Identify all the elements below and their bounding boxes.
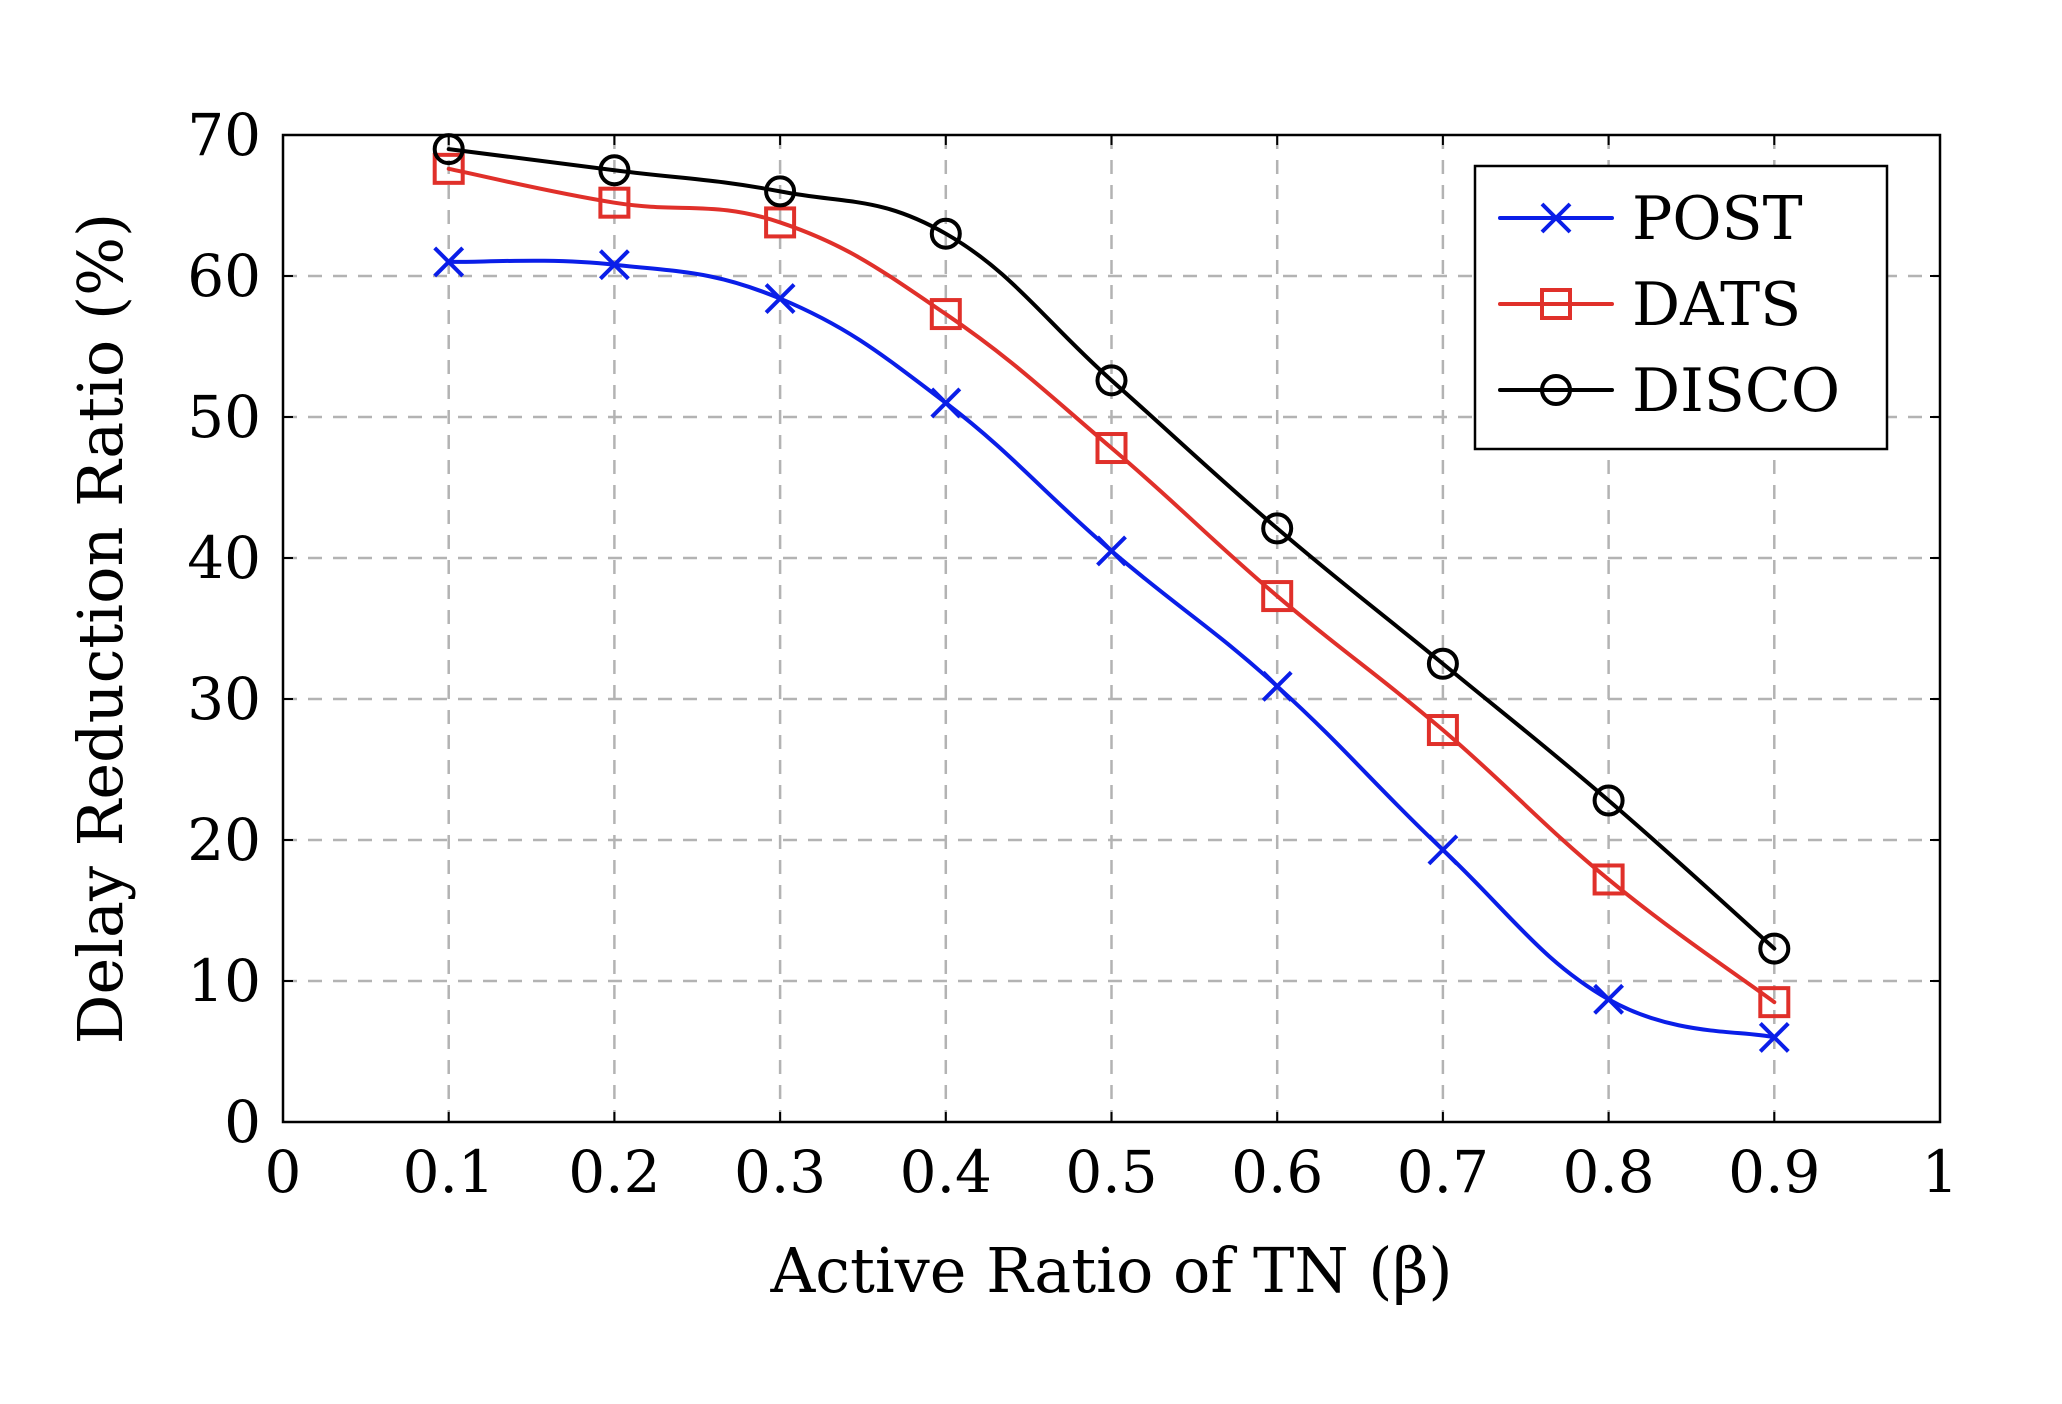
x-tick-label: 0.9: [1728, 1138, 1820, 1206]
legend-marker-disco: [1540, 374, 1572, 406]
data-point-post-stroke: [1593, 983, 1625, 1015]
data-point-post: [764, 283, 796, 314]
series-dats: [432, 152, 1791, 1019]
data-point-dats: [1261, 580, 1294, 613]
data-point-post: [1758, 1021, 1790, 1053]
data-point-disco: [1095, 364, 1128, 397]
data-point-disco: [1592, 784, 1625, 817]
data-point-post: [1096, 535, 1127, 567]
y-tick-label: 30: [187, 665, 261, 733]
legend-entry-post: POST: [1498, 184, 1803, 254]
data-point-post: [433, 246, 465, 278]
data-point-post-stroke: [1427, 834, 1459, 866]
data-point-dats: [1095, 432, 1128, 465]
data-point-post-stroke: [1758, 1021, 1790, 1053]
legend-marker-post: [1540, 202, 1572, 234]
series-group: [432, 133, 1791, 1053]
data-point-post: [1427, 834, 1459, 866]
legend: POST DATS DISCO: [1473, 164, 1889, 451]
x-axis-title: Active Ratio of TN (β): [769, 1234, 1452, 1307]
x-tick-label: 0: [265, 1138, 302, 1206]
data-point-post-stroke: [433, 246, 465, 278]
series-disco: [432, 133, 1791, 965]
data-point-post-stroke: [1261, 670, 1293, 702]
legend-label-disco: DISCO: [1632, 356, 1840, 426]
legend-entry-dats: DATS: [1498, 270, 1801, 340]
data-point-dats: [598, 186, 631, 219]
data-point-dats: [1592, 863, 1625, 896]
legend-entry-disco: DISCO: [1498, 356, 1840, 426]
data-point-post-stroke: [764, 283, 796, 314]
y-tick-label: 0: [224, 1088, 261, 1156]
data-point-dats: [929, 298, 962, 331]
data-point-post: [1593, 983, 1625, 1015]
data-point-dats: [1426, 714, 1459, 747]
data-point-post-stroke: [1096, 535, 1127, 567]
series-line-dats: [446, 166, 1777, 1005]
x-tick-label: 0.1: [403, 1138, 495, 1206]
data-point-disco: [598, 154, 631, 187]
y-tick-label: 40: [187, 524, 261, 592]
legend-marker-dats: [1540, 288, 1572, 320]
data-point-post: [1261, 670, 1293, 702]
grid: [283, 135, 1940, 1122]
data-point-disco: [764, 175, 797, 208]
series-line-disco: [446, 147, 1777, 951]
data-point-disco: [929, 217, 962, 250]
data-point-disco: [1261, 512, 1294, 545]
legend-label-post: POST: [1632, 184, 1803, 254]
x-tick-label: 0.5: [1065, 1138, 1157, 1206]
data-point-disco: [1426, 647, 1459, 680]
x-tick-label: 0.4: [900, 1138, 992, 1206]
x-tick-label: 0.8: [1562, 1138, 1654, 1206]
data-point-post: [598, 249, 630, 281]
legend-marker-post-stroke: [1540, 202, 1572, 234]
ticks: 0 0.1 0.2 0.3 0.4 0.5 0.6 0.7 0.8 0.9 101020304050…: [187, 101, 1958, 1206]
data-point-post: [930, 387, 962, 419]
data-point-post-stroke: [930, 387, 962, 419]
y-tick-label: 20: [187, 806, 261, 874]
y-tick-label: 70: [187, 101, 261, 169]
series-post: [433, 246, 1790, 1053]
y-tick-label: 10: [187, 947, 261, 1015]
data-point-post-stroke: [598, 249, 630, 281]
y-tick-label: 60: [187, 242, 261, 310]
legend-label-dats: DATS: [1632, 270, 1801, 340]
data-point-dats: [1758, 986, 1791, 1019]
y-axis-title: Delay Reduction Ratio (%): [64, 213, 137, 1045]
x-tick-label: 0.3: [734, 1138, 826, 1206]
data-point-disco: [1758, 932, 1791, 965]
y-tick-label: 50: [187, 383, 261, 451]
data-point-dats: [764, 206, 797, 239]
data-point-dats: [432, 152, 465, 185]
x-tick-label: 1: [1922, 1138, 1959, 1206]
x-tick-label: 0.7: [1397, 1138, 1489, 1206]
x-tick-label: 0.2: [568, 1138, 660, 1206]
x-tick-label: 0.6: [1231, 1138, 1323, 1206]
